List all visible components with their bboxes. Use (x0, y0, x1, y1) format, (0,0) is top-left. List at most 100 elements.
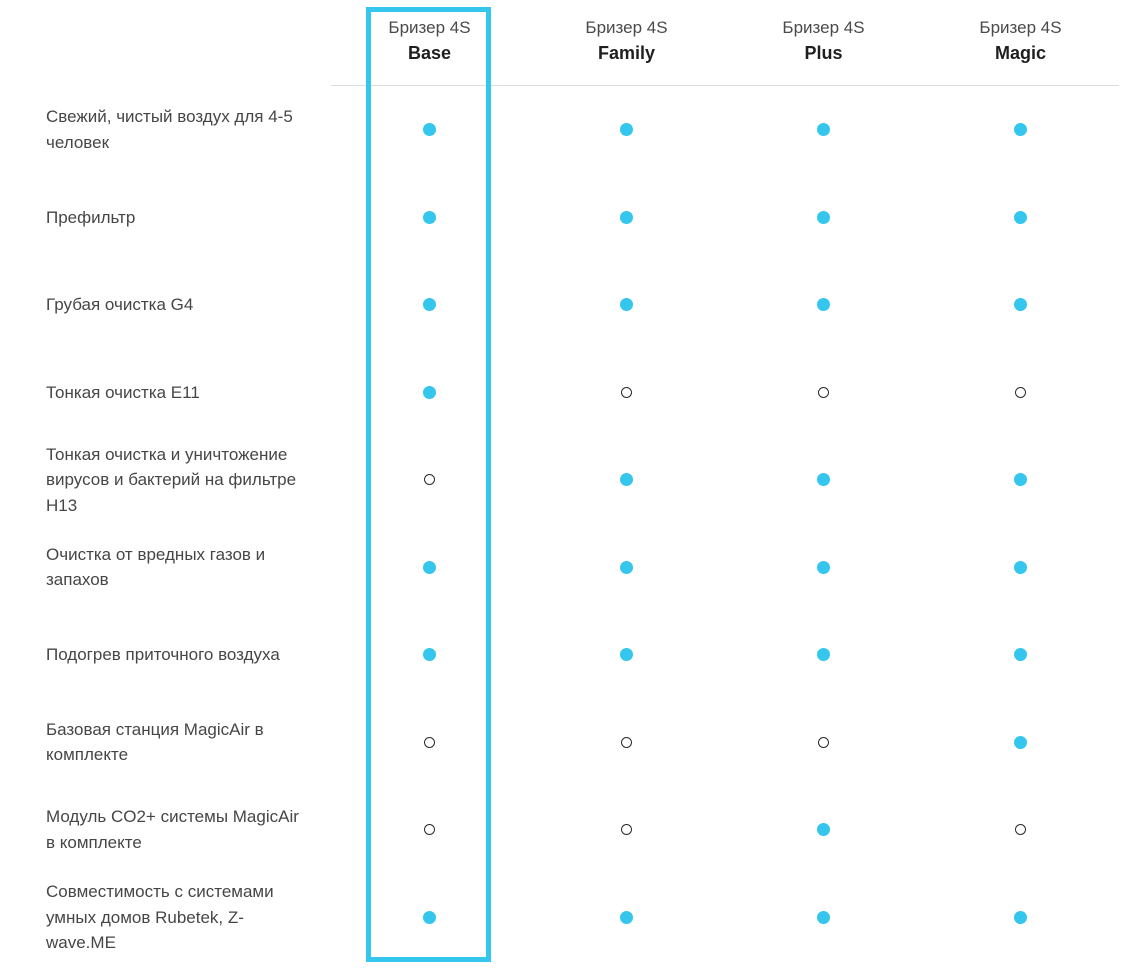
feature-cell (725, 786, 922, 874)
feature-included-dot (423, 385, 436, 399)
feature-excluded-dot (621, 736, 632, 748)
feature-included-dot (817, 648, 830, 662)
feature-label-cell: Тонкая очистка и уничтожение вирусов и б… (0, 436, 331, 524)
feature-included-dot (817, 298, 830, 312)
feature-cell (331, 261, 528, 349)
feature-cell (922, 261, 1119, 349)
feature-label-cell: Тонкая очистка E11 (0, 349, 331, 437)
feature-included-dot (1014, 560, 1027, 574)
feature-cell (331, 874, 528, 962)
feature-included-dot (817, 910, 830, 924)
feature-label-cell: Префильтр (0, 174, 331, 262)
feature-cell (528, 611, 725, 699)
feature-cell (331, 524, 528, 612)
product-header-base[interactable]: Бризер 4S Base (331, 0, 528, 85)
feature-values (331, 86, 1119, 174)
feature-label-cell: Подогрев приточного воздуха (0, 611, 331, 699)
feature-included-dot (620, 123, 633, 137)
product-model: Base (407, 43, 452, 63)
feature-label-cell: Модуль CO2+ системы MagicAir в комплекте (0, 786, 331, 874)
feature-excluded-dot (424, 824, 435, 836)
feature-values (331, 611, 1119, 699)
product-header-plus[interactable]: Бризер 4S Plus (725, 0, 922, 85)
feature-cell (331, 611, 528, 699)
feature-row: Очистка от вредных газов и запахов (0, 524, 1128, 612)
feature-cell (922, 86, 1119, 174)
feature-included-dot (620, 473, 633, 487)
feature-label-cell: Очистка от вредных газов и запахов (0, 524, 331, 612)
feature-row: Базовая станция MagicAir в комплекте (0, 699, 1128, 787)
feature-cell (528, 174, 725, 262)
feature-cell (528, 524, 725, 612)
feature-cell (922, 349, 1119, 437)
feature-label: Свежий, чистый воздух для 4-5 человек (46, 107, 293, 152)
feature-cell (528, 349, 725, 437)
feature-label: Префильтр (46, 207, 136, 227)
feature-included-dot (620, 648, 633, 662)
feature-label: Модуль CO2+ системы MagicAir в комплекте (46, 807, 299, 852)
feature-cell (725, 524, 922, 612)
feature-values (331, 436, 1119, 524)
feature-cell (725, 874, 922, 962)
feature-values (331, 261, 1119, 349)
feature-row: Грубая очистка G4 (0, 261, 1128, 349)
feature-label: Грубая очистка G4 (46, 295, 194, 314)
feature-cell (528, 699, 725, 787)
feature-row: Модуль CO2+ системы MagicAir в комплекте (0, 786, 1128, 874)
feature-included-dot (423, 560, 436, 574)
feature-included-dot (423, 123, 436, 137)
product-header-family[interactable]: Бризер 4S Family (528, 0, 725, 85)
feature-included-dot (423, 298, 436, 312)
product-model: Magic (994, 43, 1046, 63)
feature-values (331, 349, 1119, 437)
feature-included-dot (1014, 473, 1027, 487)
feature-included-dot (620, 298, 633, 312)
feature-excluded-dot (621, 386, 632, 398)
feature-cell (725, 436, 922, 524)
feature-included-dot (1014, 210, 1027, 224)
product-header-magic[interactable]: Бризер 4S Magic (922, 0, 1119, 85)
feature-excluded-dot (424, 736, 435, 748)
feature-included-dot (817, 560, 830, 574)
feature-label: Очистка от вредных газов и запахов (46, 544, 266, 590)
feature-excluded-dot (424, 474, 435, 486)
feature-cell (725, 86, 922, 174)
feature-included-dot (1014, 648, 1027, 662)
feature-included-dot (817, 473, 830, 487)
product-brand: Бризер 4S (782, 18, 865, 37)
feature-label-cell: Базовая станция MagicAir в комплекте (0, 699, 331, 787)
feature-cell (922, 786, 1119, 874)
feature-rows: Свежий, чистый воздух для 4-5 человек Пр… (0, 86, 1128, 961)
feature-cell (922, 436, 1119, 524)
feature-included-dot (1014, 735, 1027, 749)
feature-included-dot (817, 823, 830, 837)
feature-included-dot (423, 648, 436, 662)
feature-included-dot (620, 560, 633, 574)
feature-cell (725, 611, 922, 699)
feature-label-cell: Грубая очистка G4 (0, 261, 331, 349)
feature-label-cell: Свежий, чистый воздух для 4-5 человек (0, 86, 331, 174)
feature-values (331, 874, 1119, 962)
feature-included-dot (423, 910, 436, 924)
feature-included-dot (1014, 123, 1027, 137)
feature-cell (528, 874, 725, 962)
feature-included-dot (423, 210, 436, 224)
feature-cell (528, 786, 725, 874)
feature-excluded-dot (818, 386, 829, 398)
feature-cell (528, 86, 725, 174)
feature-included-dot (620, 210, 633, 224)
feature-excluded-dot (1015, 824, 1026, 836)
feature-row: Тонкая очистка и уничтожение вирусов и б… (0, 436, 1128, 524)
feature-cell (331, 786, 528, 874)
feature-label: Подогрев приточного воздуха (46, 645, 280, 664)
feature-cell (922, 874, 1119, 962)
feature-cell (528, 436, 725, 524)
feature-cell (725, 699, 922, 787)
feature-row: Подогрев приточного воздуха (0, 611, 1128, 699)
feature-label: Совместимость с системами умных домов Ru… (46, 882, 274, 952)
feature-cell (331, 436, 528, 524)
feature-cell (331, 174, 528, 262)
feature-cell (331, 699, 528, 787)
feature-excluded-dot (1015, 386, 1026, 398)
feature-excluded-dot (621, 824, 632, 836)
